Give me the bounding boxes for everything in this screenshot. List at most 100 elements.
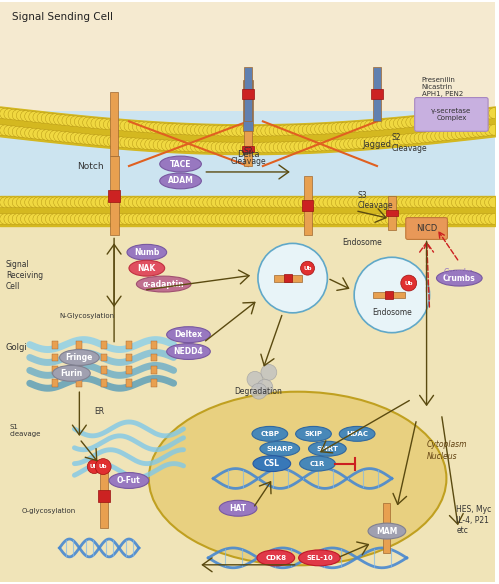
Circle shape (91, 134, 102, 145)
Circle shape (377, 136, 388, 147)
Circle shape (285, 214, 296, 224)
Circle shape (447, 129, 458, 140)
Circle shape (377, 214, 388, 224)
Circle shape (344, 122, 354, 133)
Circle shape (145, 197, 156, 208)
Circle shape (12, 110, 23, 120)
Circle shape (339, 122, 350, 133)
Text: CtBP: CtBP (260, 431, 279, 437)
Circle shape (489, 214, 499, 224)
Circle shape (443, 197, 454, 208)
Text: NICD: NICD (416, 224, 437, 233)
Circle shape (344, 214, 354, 224)
Circle shape (58, 214, 68, 224)
Circle shape (33, 214, 43, 224)
FancyBboxPatch shape (0, 2, 495, 112)
Circle shape (232, 214, 243, 224)
Circle shape (323, 123, 334, 134)
Circle shape (190, 197, 201, 208)
Circle shape (489, 108, 499, 119)
Circle shape (0, 197, 10, 208)
Circle shape (294, 124, 305, 135)
Circle shape (4, 126, 14, 136)
Circle shape (489, 124, 499, 135)
Circle shape (103, 197, 114, 208)
Text: Notch: Notch (77, 162, 104, 171)
Ellipse shape (368, 523, 406, 539)
Circle shape (251, 383, 267, 399)
Circle shape (431, 214, 442, 224)
Circle shape (244, 197, 255, 208)
Circle shape (298, 197, 309, 208)
Circle shape (16, 127, 27, 137)
Circle shape (481, 197, 491, 208)
Circle shape (45, 214, 56, 224)
Circle shape (327, 123, 338, 134)
Circle shape (132, 197, 143, 208)
Circle shape (468, 110, 479, 121)
Circle shape (427, 197, 437, 208)
Circle shape (99, 119, 110, 130)
Circle shape (422, 132, 433, 142)
Circle shape (120, 197, 131, 208)
Circle shape (249, 126, 259, 136)
Circle shape (33, 128, 43, 140)
Circle shape (393, 197, 404, 208)
Text: Signal Sending Cell: Signal Sending Cell (12, 12, 113, 22)
Circle shape (174, 214, 185, 224)
Text: NEDD4: NEDD4 (174, 347, 204, 356)
Ellipse shape (136, 276, 191, 292)
Circle shape (178, 124, 189, 135)
Circle shape (161, 214, 172, 224)
Circle shape (53, 114, 64, 125)
FancyBboxPatch shape (373, 291, 405, 298)
Circle shape (103, 119, 114, 130)
Circle shape (137, 138, 147, 149)
Circle shape (66, 197, 77, 208)
FancyBboxPatch shape (151, 340, 157, 349)
Circle shape (116, 197, 127, 208)
Circle shape (249, 214, 259, 224)
Circle shape (8, 214, 19, 224)
FancyBboxPatch shape (0, 112, 495, 196)
Circle shape (339, 214, 350, 224)
Circle shape (418, 132, 429, 143)
Circle shape (373, 137, 383, 147)
Circle shape (195, 125, 205, 135)
Circle shape (401, 275, 417, 291)
Circle shape (452, 128, 462, 140)
Circle shape (78, 214, 89, 224)
Circle shape (74, 197, 85, 208)
Circle shape (236, 214, 247, 224)
Circle shape (452, 112, 462, 123)
Circle shape (269, 197, 280, 208)
Text: Deltex: Deltex (175, 330, 203, 339)
Circle shape (352, 121, 363, 132)
Circle shape (170, 124, 180, 134)
Text: CDK8: CDK8 (265, 555, 286, 561)
Circle shape (58, 197, 68, 208)
Circle shape (277, 142, 288, 152)
Circle shape (62, 197, 73, 208)
Circle shape (393, 214, 404, 224)
Circle shape (414, 133, 425, 143)
Circle shape (141, 214, 151, 224)
Circle shape (244, 126, 255, 136)
Text: SHARP: SHARP (266, 446, 293, 452)
Circle shape (373, 197, 383, 208)
Circle shape (319, 197, 329, 208)
Circle shape (414, 197, 425, 208)
Ellipse shape (260, 442, 299, 456)
Circle shape (157, 140, 168, 151)
Circle shape (137, 121, 147, 133)
Circle shape (41, 197, 52, 208)
Circle shape (481, 109, 491, 120)
Circle shape (91, 118, 102, 128)
Circle shape (277, 197, 288, 208)
Circle shape (190, 214, 201, 224)
Circle shape (199, 214, 210, 224)
Circle shape (203, 125, 214, 135)
Circle shape (170, 214, 180, 224)
Circle shape (95, 458, 111, 475)
Circle shape (385, 119, 396, 130)
